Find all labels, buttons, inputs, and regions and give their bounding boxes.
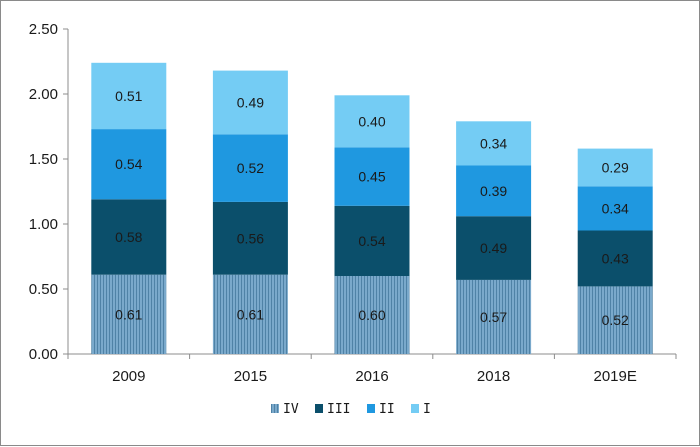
bar-segment-III-2016	[334, 205, 410, 276]
data-label: 0.54	[115, 156, 142, 172]
data-label: 0.49	[480, 240, 507, 256]
data-label: 0.52	[602, 312, 629, 328]
legend-swatch	[367, 404, 375, 413]
bar-segment-IV-2019E	[577, 286, 653, 354]
data-label: 0.49	[237, 94, 264, 110]
y-tick-label: 1.00	[29, 216, 58, 233]
bar-segment-II-2018	[456, 165, 532, 217]
legend-item-III: III	[315, 402, 350, 417]
x-tick-label: 2009	[112, 368, 145, 385]
data-label: 0.40	[358, 113, 385, 129]
bar-segment-I-2015	[212, 70, 288, 135]
legend-item-IV: IV	[271, 402, 299, 417]
legend: IV III II I	[271, 402, 431, 417]
legend-label: IV	[283, 402, 299, 417]
bar-segment-IV-2018	[456, 279, 532, 354]
data-label: 0.29	[602, 159, 629, 175]
data-label: 0.45	[358, 169, 385, 185]
legend-label: I	[423, 402, 431, 417]
data-label: 0.34	[602, 200, 629, 216]
bar-segment-III-2019E	[577, 230, 653, 287]
data-label: 0.60	[358, 307, 385, 323]
y-tick-label: 1.50	[29, 151, 58, 168]
bar-segment-III-2015	[212, 201, 288, 275]
data-label: 0.52	[237, 160, 264, 176]
bar-segment-I-2009	[91, 62, 167, 130]
y-tick-label: 0.50	[29, 281, 58, 298]
y-tick-label: 0.00	[29, 346, 58, 363]
bar-segment-I-2018	[456, 121, 532, 166]
x-tick-label: 2016	[355, 368, 388, 385]
data-labels: 0.61 0.58 0.54 0.51 0.61 0.56 0.52 0.49 0.60 0.54…	[115, 88, 629, 328]
data-label: 0.51	[115, 88, 142, 104]
y-tick-label: 2.00	[29, 86, 58, 103]
bar-segment-IV-2009	[91, 274, 167, 354]
x-tick-label: 2018	[477, 368, 510, 385]
bar-segment-I-2019E	[577, 148, 653, 187]
bar-segment-II-2015	[212, 134, 288, 202]
bar-segment-IV-2016	[334, 276, 410, 354]
axes: 0.00 0.50 1.00 1.50 2.00 2.50 2009 2015 2016 2018…	[29, 21, 677, 385]
bar-segment-III-2018	[456, 216, 532, 280]
legend-swatch	[411, 404, 419, 413]
y-tick-label: 2.50	[29, 21, 58, 38]
data-label: 0.39	[480, 183, 507, 199]
bar-segment-IV-2015	[212, 274, 288, 354]
data-label: 0.61	[237, 306, 264, 322]
legend-item-I: I	[411, 402, 431, 417]
legend-item-II: II	[367, 402, 395, 417]
legend-swatch	[271, 404, 279, 413]
x-tick-label: 2015	[234, 368, 267, 385]
bar-segment-II-2009	[91, 129, 167, 200]
data-label: 0.43	[602, 250, 629, 266]
data-label: 0.61	[115, 306, 142, 322]
data-label: 0.57	[480, 309, 507, 325]
legend-label: III	[327, 402, 350, 417]
data-label: 0.34	[480, 135, 507, 151]
bars	[91, 62, 653, 354]
x-tick-label: 2019E	[594, 368, 637, 385]
bar-segment-III-2009	[91, 199, 167, 275]
bar-segment-II-2016	[334, 147, 410, 206]
legend-label: II	[379, 402, 395, 417]
legend-swatch	[315, 404, 323, 413]
bar-segment-I-2016	[334, 95, 410, 148]
data-label: 0.58	[115, 229, 142, 245]
data-label: 0.56	[237, 230, 264, 246]
bar-segment-II-2019E	[577, 186, 653, 231]
data-label: 0.54	[358, 233, 385, 249]
